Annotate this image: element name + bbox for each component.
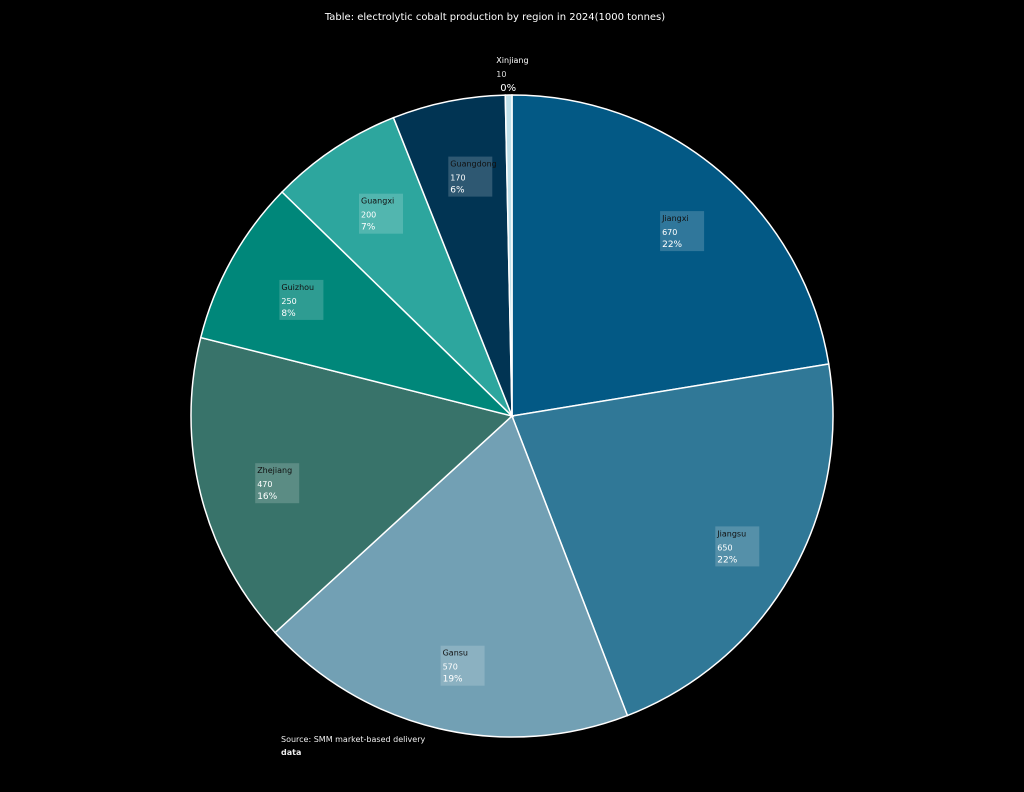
slice-label: Guizhou [281, 283, 314, 292]
slice-label: Guangxi [361, 197, 394, 206]
slice-label: Zhejiang [257, 466, 292, 475]
pie-slice-gansu [274, 414, 629, 738]
pie-slices [190, 94, 834, 738]
slice-value: 200 [361, 211, 376, 220]
data-label-guizhou: Guizhou 250 8% [279, 279, 324, 320]
slice-label: Jiangxi [661, 214, 689, 223]
label-background [715, 526, 760, 567]
slice-value: 250 [281, 297, 296, 306]
data-label-jiangxi: Jiangxi 670 22% [660, 211, 705, 252]
data-label-guangdong: Guangdong 170 6% [448, 156, 497, 197]
pie-slice-guangxi [280, 116, 513, 417]
data-label-zhejiang: Zhejiang 470 16% [255, 463, 300, 504]
slice-percent: 22% [662, 240, 682, 250]
pie-labels: Jiangxi 670 22% Jiangsu 650 22% Gansu 570 19% Zhe… [255, 56, 760, 686]
slice-value: 10 [496, 70, 506, 79]
data-label-xinjiang: Xinjiang 10 0% [496, 56, 528, 94]
source-line-2: data [281, 748, 302, 757]
slice-label: Xinjiang [496, 56, 528, 65]
slice-value: 470 [257, 480, 272, 489]
slice-label: Gansu [443, 649, 468, 658]
label-background [359, 193, 403, 234]
pie-slice-jiangxi [511, 94, 830, 417]
slice-value: 670 [662, 228, 677, 237]
slice-percent: 19% [443, 675, 463, 685]
slice-value: 570 [443, 663, 458, 672]
label-background [440, 645, 485, 686]
slice-percent: 8% [281, 309, 296, 319]
label-background [660, 211, 705, 252]
source-note: Source: SMM market-based delivery data [281, 733, 441, 759]
slice-percent: 6% [450, 186, 465, 196]
slice-percent: 22% [717, 555, 737, 565]
source-line-1: Source: SMM market-based delivery [281, 735, 426, 744]
pie-slice-guizhou [199, 190, 515, 418]
slice-percent: 16% [257, 492, 277, 502]
pie-slice-zhejiang [190, 336, 514, 634]
chart-title: Table: electrolytic cobalt production by… [324, 12, 666, 23]
data-label-gansu: Gansu 570 19% [440, 645, 485, 686]
slice-label: Guangdong [450, 160, 496, 169]
label-background [448, 156, 493, 197]
slice-percent: 0% [500, 83, 516, 94]
slice-value: 170 [450, 174, 465, 183]
pie-slice-xinjiang [504, 94, 513, 417]
label-background [255, 463, 300, 504]
data-label-jiangsu: Jiangsu 650 22% [715, 526, 760, 567]
label-background [279, 279, 324, 320]
data-label-guangxi: Guangxi 200 7% [359, 193, 403, 234]
pie-slice-jiangsu [510, 363, 834, 717]
slice-label: Jiangsu [716, 529, 746, 538]
slice-value: 650 [717, 543, 732, 552]
slice-percent: 7% [361, 223, 376, 233]
